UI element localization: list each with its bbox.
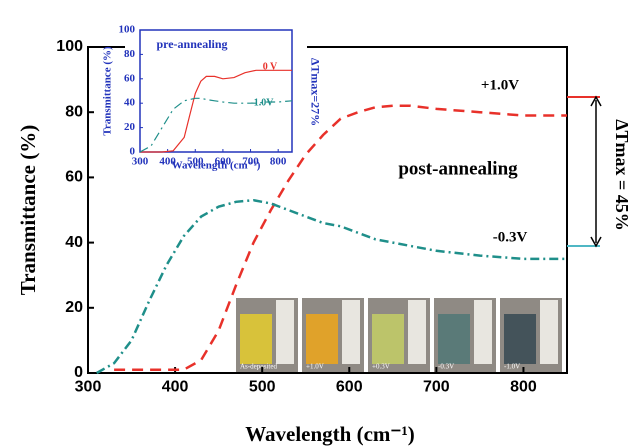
series-label: -1.0V	[250, 97, 274, 108]
chart: As-deposited+1.0V+0.3V-0.3V-1.0V 3004005…	[0, 0, 631, 447]
photo-sample	[306, 314, 338, 364]
y-tick-label: 20	[124, 121, 136, 133]
y-tick-label: 0	[74, 364, 83, 381]
photo-ruler	[540, 300, 558, 364]
photos: As-deposited +1.0V +0.3V -0.3V -1.0V	[236, 298, 562, 372]
x-axis-label: Wavelength (cm⁻¹)	[245, 422, 415, 446]
photo-sample	[504, 314, 536, 364]
photo-label: +1.0V	[306, 363, 324, 371]
y-tick-label: 60	[124, 72, 136, 84]
y-tick-label: 80	[65, 103, 83, 120]
photo-ruler	[474, 300, 492, 364]
y-tick-label: 100	[56, 38, 83, 55]
y-tick-label: 0	[130, 146, 136, 158]
photo-label: +0.3V	[372, 363, 390, 371]
inset-title: pre-annealing	[156, 37, 227, 51]
y-tick-label: 60	[65, 169, 83, 186]
annotation: ΔTmax=27%	[308, 58, 322, 126]
x-tick-label: 800	[510, 379, 537, 396]
photo-label: -1.0V	[504, 363, 520, 371]
x-tick-label: 800	[270, 155, 287, 167]
annotation: post-annealing	[398, 158, 518, 179]
photo-sample	[372, 314, 404, 364]
y-tick-label: 40	[65, 234, 83, 251]
photo-ruler	[276, 300, 294, 364]
y-axis-label: Transmittance (%)	[16, 125, 40, 296]
x-tick-label: 400	[162, 379, 189, 396]
x-tick-label: 700	[423, 379, 450, 396]
photo-sample	[438, 314, 470, 364]
photo-ruler	[408, 300, 426, 364]
photo-ruler	[342, 300, 360, 364]
y-tick-label: 20	[65, 299, 83, 316]
x-tick-label: 500	[249, 379, 276, 396]
x-tick-label: 600	[336, 379, 363, 396]
y-tick-label: 40	[124, 97, 136, 109]
y-tick-label: 80	[124, 48, 136, 60]
series-label: +1.0V	[481, 77, 519, 93]
y-tick-label: 100	[119, 24, 136, 36]
photo-label: As-deposited	[240, 363, 277, 371]
delta-arrow	[567, 97, 601, 246]
photo-label: -0.3V	[438, 363, 454, 371]
annotation: ΔTmax = 45%	[612, 119, 631, 231]
photo-sample	[240, 314, 272, 364]
y-axis-label: Transmittance (%)	[102, 46, 114, 136]
series-label: 0 V	[263, 61, 278, 72]
x-axis-label: Wavelength (cm⁻¹)	[172, 160, 261, 172]
series-label: -0.3V	[493, 229, 528, 245]
